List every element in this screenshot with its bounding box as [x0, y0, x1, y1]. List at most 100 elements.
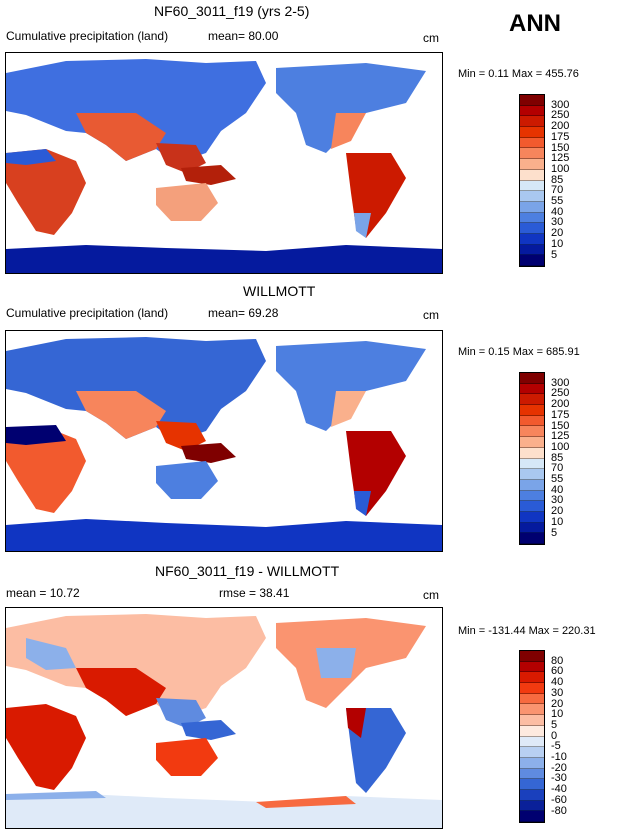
- southeast-asia-region: [156, 698, 206, 728]
- africa-landmass: [6, 704, 86, 790]
- colorbar-segment: [520, 127, 544, 138]
- indonesia-region: [181, 443, 236, 463]
- colorbar-tick-label: 5: [551, 526, 558, 539]
- colorbar-tick-label: 175: [551, 130, 570, 143]
- australia-landmass: [156, 738, 218, 776]
- colorbar-segment: [520, 458, 544, 470]
- colorbar-tick-label: 125: [551, 430, 570, 443]
- colorbar-segment: [520, 169, 544, 181]
- colorbar-segment: [520, 255, 544, 266]
- season-label: ANN: [509, 10, 561, 37]
- eastern-usa-region: [331, 391, 366, 427]
- colorbar-segment: [520, 789, 544, 801]
- patagonia-region: [354, 491, 371, 516]
- north-america-landmass: [276, 63, 426, 153]
- colorbar-tick-label: 5: [551, 718, 558, 731]
- south-asia-region: [76, 668, 166, 716]
- colorbar-tick-label: 250: [551, 387, 570, 400]
- colorbar-tick-label: 60: [551, 665, 564, 678]
- colorbar-segment: [520, 437, 544, 448]
- colorbar-tick-label: 30: [551, 494, 564, 507]
- panel-3-mean-label: mean = 10.72: [6, 586, 80, 600]
- colorbar-segment: [520, 447, 544, 459]
- colorbar-segment: [520, 533, 544, 544]
- sahara-region: [6, 149, 56, 165]
- eastern-usa-region: [331, 113, 366, 149]
- panel-3-map: [5, 607, 443, 829]
- colorbar-tick-label: 85: [551, 451, 564, 464]
- colorbar-tick-label: -5: [551, 740, 561, 753]
- colorbar-segment: [520, 426, 544, 438]
- colorbar-segment: [520, 704, 544, 716]
- south-asia-region: [76, 113, 166, 161]
- antarctica-west-region: [6, 791, 106, 800]
- colorbar-segment: [520, 159, 544, 170]
- colorbar-tick-label: 175: [551, 408, 570, 421]
- colorbar-segment: [520, 511, 544, 523]
- colorbar-tick-label: 300: [551, 376, 570, 389]
- africa-landmass: [6, 149, 86, 235]
- eurasia-landmass: [6, 614, 266, 718]
- colorbar-segment: [520, 212, 544, 224]
- colorbar-segment: [520, 747, 544, 758]
- colorbar-tick-label: 150: [551, 419, 570, 432]
- panel-3-units: cm: [423, 588, 439, 602]
- colorbar-tick-label: 150: [551, 141, 570, 154]
- colorbar-tick-label: 100: [551, 440, 570, 453]
- colorbar-tick-label: 300: [551, 98, 570, 111]
- colorbar-segment: [520, 191, 544, 202]
- panel-2-mean-label: mean= 69.28: [208, 306, 279, 320]
- south-asia-region: [76, 391, 166, 439]
- panel-1-min-max: Min = 0.11 Max = 455.76: [458, 68, 579, 80]
- colorbar-segment: [520, 693, 544, 705]
- colorbar-tick-label: 10: [551, 515, 564, 528]
- colorbar-tick-label: 30: [551, 216, 564, 229]
- colorbar-tick-label: 70: [551, 462, 564, 475]
- colorbar-tick-label: 80: [551, 654, 564, 667]
- colorbar-segment: [520, 415, 544, 427]
- colorbar-segment: [520, 651, 544, 662]
- eurasia-landmass: [6, 337, 266, 441]
- colorbar-tick-label: -30: [551, 772, 567, 785]
- colorbar-tick-label: -10: [551, 751, 567, 763]
- panel-2-colorbar: [519, 372, 545, 545]
- panel-1-units: cm: [423, 31, 439, 45]
- colorbar-tick-label: 20: [551, 505, 564, 518]
- panel-2-min-max: Min = 0.15 Max = 685.91: [458, 346, 580, 358]
- africa-landmass: [6, 427, 86, 513]
- colorbar-segment: [520, 501, 544, 512]
- colorbar-tick-label: 250: [551, 109, 570, 122]
- colorbar-tick-label: 200: [551, 120, 570, 133]
- southeast-asia-region: [156, 143, 206, 173]
- panel-3-min-max: Min = -131.44 Max = 220.31: [458, 625, 596, 637]
- antarctica-east-region: [256, 796, 356, 808]
- colorbar-segment: [520, 405, 544, 416]
- colorbar-tick-label: 10: [551, 708, 564, 721]
- colorbar-segment: [520, 469, 544, 480]
- colorbar-tick-label: 40: [551, 676, 564, 689]
- colorbar-tick-label: 100: [551, 162, 570, 175]
- panel-1-map: [5, 52, 443, 274]
- colorbar-tick-label: -20: [551, 761, 567, 774]
- colorbar-segment: [520, 736, 544, 748]
- colorbar-tick-label: 125: [551, 152, 570, 165]
- colorbar-segment: [520, 116, 544, 128]
- colorbar-tick-label: 5: [551, 248, 558, 261]
- colorbar-tick-label: 70: [551, 184, 564, 197]
- colorbar-tick-label: 55: [551, 195, 564, 207]
- colorbar-tick-label: 20: [551, 227, 564, 240]
- panel-1-colorbar: [519, 94, 545, 267]
- indonesia-region: [181, 165, 236, 185]
- colorbar-segment: [520, 373, 544, 384]
- panel-1-mean-label: mean= 80.00: [208, 29, 279, 43]
- colorbar-segment: [520, 811, 544, 822]
- colorbar-segment: [520, 137, 544, 149]
- panel-2-map: [5, 330, 443, 552]
- colorbar-segment: [520, 95, 544, 106]
- colorbar-segment: [520, 394, 544, 406]
- panel-2-units: cm: [423, 308, 439, 322]
- colorbar-tick-label: 85: [551, 173, 564, 186]
- colorbar-tick-label: -80: [551, 804, 567, 817]
- colorbar-segment: [520, 661, 544, 673]
- indonesia-region: [181, 720, 236, 740]
